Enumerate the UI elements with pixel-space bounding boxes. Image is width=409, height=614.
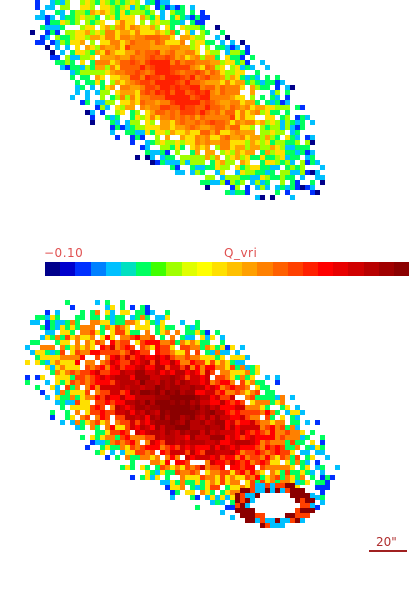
bottom-color-map	[0, 300, 409, 530]
colorbar-swatch	[181, 262, 197, 276]
scale-bar-label: 20"	[376, 535, 397, 549]
colorbar-swatch	[120, 262, 137, 276]
colorbar-swatch	[393, 262, 409, 276]
top-color-map	[0, 0, 409, 200]
colorbar-swatch	[318, 262, 334, 276]
scale-bar	[369, 550, 407, 552]
colorbar-swatch	[60, 262, 76, 276]
colorbar-title: Q_vri	[224, 246, 258, 260]
colorbar-swatch	[257, 262, 273, 276]
colorbar-swatch	[75, 262, 91, 276]
colorbar-swatch	[242, 262, 258, 276]
colorbar-swatch	[211, 262, 228, 276]
colorbar-swatch	[348, 262, 364, 276]
colorbar-swatch	[136, 262, 152, 276]
bottom-map-image	[20, 300, 340, 528]
colorbar-swatch	[287, 262, 303, 276]
colorbar-swatch	[151, 262, 167, 276]
colorbar-swatch	[227, 262, 243, 276]
colorbar	[45, 262, 409, 276]
colorbar-swatch	[333, 262, 349, 276]
colorbar-min-label: −0.10	[44, 246, 84, 260]
colorbar-swatch	[105, 262, 121, 276]
colorbar-swatch	[45, 262, 61, 276]
colorbar-swatch	[90, 262, 106, 276]
colorbar-swatch	[302, 262, 319, 276]
colorbar-swatch	[378, 262, 394, 276]
colorbar-swatch	[363, 262, 379, 276]
top-map-image	[30, 0, 330, 200]
colorbar-swatch	[166, 262, 182, 276]
colorbar-swatch	[272, 262, 288, 276]
colorbar-swatch	[196, 262, 212, 276]
